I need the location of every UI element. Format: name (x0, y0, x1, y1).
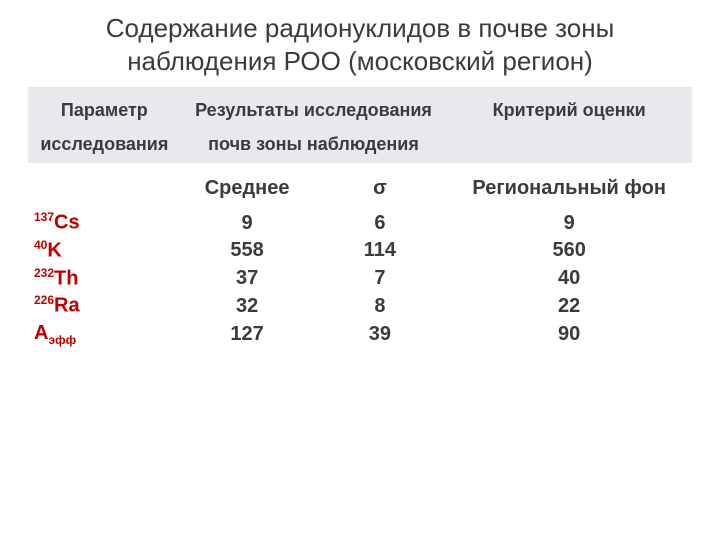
cell-sigma: 39 (314, 320, 447, 348)
cell-mean: 37 (181, 265, 314, 293)
cell-crit: 9 (446, 209, 692, 237)
col-subheader-blank (28, 163, 181, 209)
col-subheader-mean: Среднее (181, 163, 314, 209)
cell-param: 226Ra (28, 292, 181, 320)
cell-crit: 40 (446, 265, 692, 293)
table-row: 232Th 37 7 40 (28, 265, 692, 293)
col-header-parameter: Параметр исследования (28, 87, 181, 163)
cell-mean: 9 (181, 209, 314, 237)
radionuclide-table: Параметр исследования Результаты исследо… (28, 87, 692, 348)
cell-mean: 32 (181, 292, 314, 320)
table-row: Аэфф 127 39 90 (28, 320, 692, 348)
col-header-criterion: Критерий оценки (446, 87, 692, 163)
table-row: 226Ra 32 8 22 (28, 292, 692, 320)
cell-param: Аэфф (28, 320, 181, 348)
page-title: Содержание радионуклидов в почве зоны на… (28, 12, 692, 77)
cell-mean: 127 (181, 320, 314, 348)
cell-crit: 90 (446, 320, 692, 348)
table-row: 137Cs 9 6 9 (28, 209, 692, 237)
table-body: 137Cs 9 6 9 40K 558 114 560 232Th 37 7 4… (28, 209, 692, 348)
cell-sigma: 114 (314, 237, 447, 265)
cell-sigma: 6 (314, 209, 447, 237)
cell-sigma: 7 (314, 265, 447, 293)
cell-param: 40K (28, 237, 181, 265)
cell-param: 137Cs (28, 209, 181, 237)
col-header-results: Результаты исследования почв зоны наблюд… (181, 87, 447, 163)
col-subheader-sigma: σ (314, 163, 447, 209)
cell-crit: 22 (446, 292, 692, 320)
cell-mean: 558 (181, 237, 314, 265)
cell-crit: 560 (446, 237, 692, 265)
cell-sigma: 8 (314, 292, 447, 320)
col-subheader-regional: Региональный фон (446, 163, 692, 209)
cell-param: 232Th (28, 265, 181, 293)
table-row: 40K 558 114 560 (28, 237, 692, 265)
